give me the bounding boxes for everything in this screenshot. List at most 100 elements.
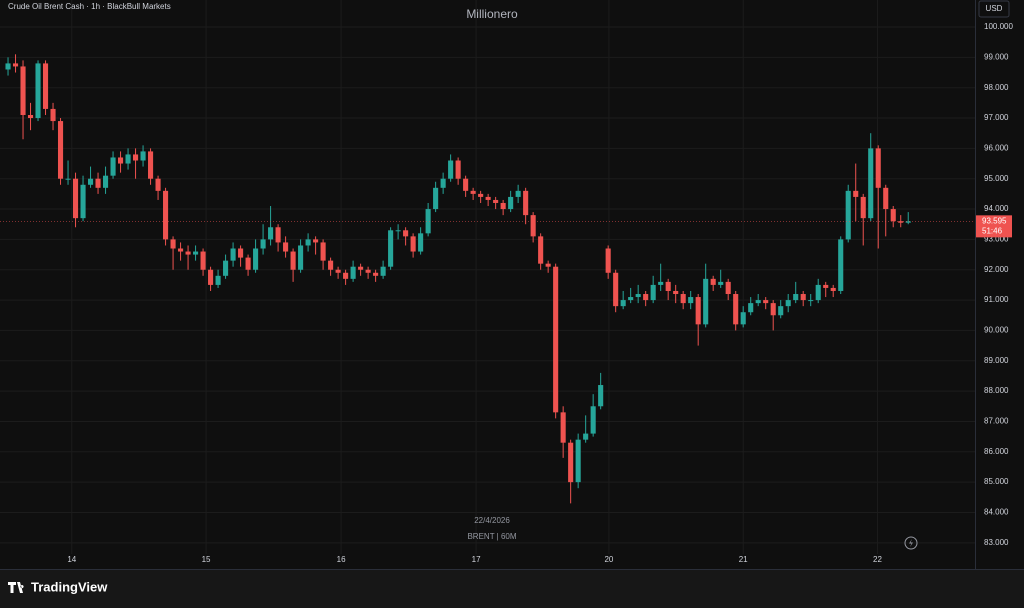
candle-body xyxy=(133,154,139,161)
candle-body xyxy=(57,121,64,179)
y-tick-label: 94.000 xyxy=(984,204,1009,213)
candle-body xyxy=(80,184,86,219)
candle-body xyxy=(853,190,859,197)
footer xyxy=(0,570,1024,608)
candle-body xyxy=(313,239,319,243)
candle-body xyxy=(72,178,79,219)
candle-body xyxy=(148,151,154,179)
candle-body xyxy=(883,187,889,210)
candle-body xyxy=(485,196,491,200)
plot xyxy=(0,54,975,504)
candle-body xyxy=(245,257,251,270)
candle-body xyxy=(763,300,769,304)
candle-body xyxy=(793,294,799,301)
candle-body xyxy=(605,248,611,273)
candle-body xyxy=(553,266,559,413)
candle-body xyxy=(733,294,739,325)
candle-body xyxy=(118,157,124,164)
candle-body xyxy=(898,221,904,223)
last-price-label: 93.595 xyxy=(982,216,1007,225)
candle-body xyxy=(275,227,281,243)
y-tick-label: 90.000 xyxy=(984,326,1009,335)
candle-body xyxy=(20,66,26,115)
y-tick-label: 97.000 xyxy=(984,113,1009,122)
candle-body xyxy=(448,160,454,179)
candle-body xyxy=(170,239,176,249)
logo-mark[interactable] xyxy=(8,582,24,593)
x-tick-label: 20 xyxy=(604,555,613,564)
candle-body xyxy=(583,433,589,440)
candle-body xyxy=(65,178,71,180)
candle-body xyxy=(290,251,296,270)
candle-body xyxy=(478,193,484,197)
y-tick-label: 85.000 xyxy=(984,477,1009,486)
icon-bolt[interactable] xyxy=(909,539,913,547)
candle-body xyxy=(5,63,11,70)
candle-body xyxy=(298,245,304,270)
y-tick-label: 86.000 xyxy=(984,447,1009,456)
candle-body xyxy=(328,260,334,270)
y-tick-label: 87.000 xyxy=(984,417,1009,426)
candle-body xyxy=(463,178,469,191)
candle-body xyxy=(523,190,529,216)
candle-body xyxy=(770,303,776,316)
candle-body xyxy=(185,251,191,255)
candle-body xyxy=(223,260,229,276)
candle-body xyxy=(560,412,566,443)
icon-circle[interactable] xyxy=(904,536,918,550)
candle-body xyxy=(102,175,109,188)
candle-body xyxy=(410,236,416,252)
candle-body xyxy=(433,187,439,210)
countdown: 51:46 xyxy=(982,226,1003,235)
last-price-box xyxy=(976,215,1012,238)
candle-body xyxy=(455,160,461,179)
candle-body xyxy=(238,248,244,258)
y-tick-label: 93.000 xyxy=(984,235,1009,244)
candle-body xyxy=(808,300,814,302)
candle-body xyxy=(823,284,829,288)
candle-body xyxy=(193,251,199,255)
grid xyxy=(0,0,975,554)
symbol-label: BRENT | 60M xyxy=(467,532,516,541)
candle-body xyxy=(500,202,506,210)
axis: 83.000 84.000 85.000 86.000 87.000 88.000 89.0… xyxy=(67,22,1013,564)
candle-body xyxy=(830,287,836,291)
candle-body xyxy=(343,272,349,279)
candle-body xyxy=(365,269,371,273)
candle-body xyxy=(320,242,326,261)
candle-body xyxy=(208,269,214,285)
candle-body xyxy=(50,108,56,122)
candle-body xyxy=(200,251,206,270)
candle-body xyxy=(395,230,401,232)
y-tick-label: 88.000 xyxy=(984,386,1009,395)
candle-body xyxy=(155,178,161,191)
watermark: Millionero xyxy=(466,7,518,21)
brand[interactable]: TradingView xyxy=(31,579,108,594)
candle-body xyxy=(628,297,634,301)
candle-body xyxy=(27,114,34,119)
y-tick-label: 100.000 xyxy=(984,22,1013,31)
replay-icon[interactable] xyxy=(904,536,918,550)
brand-logo[interactable]: TradingView xyxy=(8,579,108,594)
candle-body xyxy=(905,221,911,223)
candle-body xyxy=(748,303,754,313)
candle-body xyxy=(35,63,41,119)
candle-body xyxy=(215,275,221,285)
candle-body xyxy=(358,266,364,270)
candle-body xyxy=(530,215,536,237)
x-tick-label: 16 xyxy=(337,555,346,564)
candle-body xyxy=(515,190,521,197)
candle-body xyxy=(740,312,746,325)
candle-body xyxy=(650,284,656,301)
candle-body xyxy=(778,306,784,316)
candle-body xyxy=(635,294,641,298)
candle-body xyxy=(875,148,881,188)
y-tick-label: 84.000 xyxy=(984,508,1009,517)
candle-body xyxy=(598,385,604,407)
candle-body xyxy=(388,230,394,267)
candle-body xyxy=(613,272,619,307)
candle-body xyxy=(493,199,499,203)
candle-body xyxy=(710,278,716,285)
y-tick-label: 98.000 xyxy=(984,83,1009,92)
